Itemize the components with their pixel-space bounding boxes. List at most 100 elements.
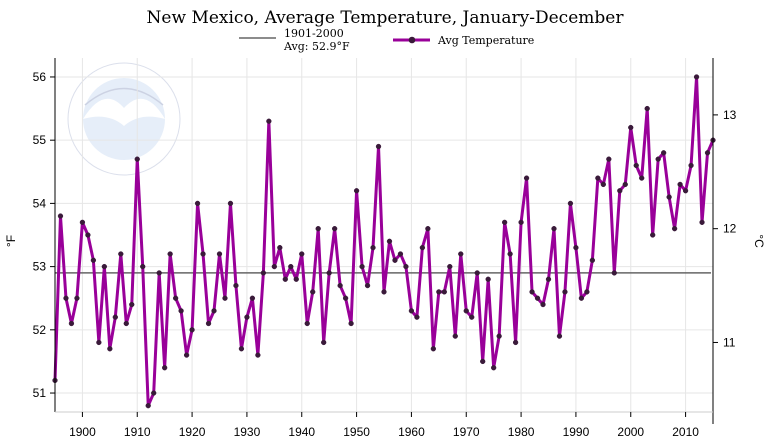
data-point <box>63 295 69 301</box>
data-point <box>578 295 585 301</box>
x-tick-label: 1900 <box>69 425 96 439</box>
y-right-tick-label: 11 <box>723 335 736 349</box>
y-axis-left-ticks: 51 52 53 54 55 56 <box>33 70 55 400</box>
data-point <box>189 327 195 333</box>
data-point <box>299 251 305 257</box>
data-point <box>282 276 288 282</box>
data-point <box>260 270 267 276</box>
data-point <box>178 308 184 314</box>
data-point <box>501 219 508 226</box>
data-point <box>238 346 245 352</box>
data-point <box>326 270 332 276</box>
data-point <box>693 74 700 80</box>
data-point <box>271 263 277 270</box>
x-tick-label: 1960 <box>398 425 425 439</box>
x-tick-label: 1910 <box>124 425 151 439</box>
x-tick-label: 1970 <box>453 425 480 439</box>
data-point <box>205 320 212 327</box>
axes <box>54 58 714 424</box>
legend-series-marker <box>408 36 416 44</box>
data-point <box>661 150 667 156</box>
x-axis-ticks: 1900 1910 1920 1930 1940 1950 1960 1970 1980 1990… <box>69 412 699 439</box>
data-point <box>452 333 458 339</box>
x-tick-label: 1930 <box>234 425 261 439</box>
data-point <box>447 263 453 270</box>
data-point <box>57 213 64 219</box>
data-point <box>589 257 596 263</box>
data-point <box>556 333 563 339</box>
data-point <box>342 295 349 301</box>
data-point <box>332 226 338 232</box>
data-point <box>397 251 404 257</box>
noaa-logo-watermark <box>67 62 181 176</box>
data-point <box>551 226 557 232</box>
y-left-tick-label: 52 <box>33 323 47 337</box>
data-point <box>364 282 371 289</box>
data-point <box>639 175 645 181</box>
data-point <box>611 270 617 276</box>
data-point <box>655 156 661 162</box>
data-point <box>337 282 343 289</box>
data-point <box>573 244 579 251</box>
data-point <box>485 276 491 282</box>
data-point <box>512 339 519 346</box>
data-point <box>101 263 107 270</box>
data-point <box>534 295 541 301</box>
series-layer <box>52 74 716 409</box>
data-point <box>474 270 480 276</box>
data-point <box>644 105 650 112</box>
data-point <box>140 263 146 270</box>
data-point <box>419 244 426 251</box>
legend-baseline-label-line2: Avg: 52.9°F <box>283 40 350 53</box>
data-point <box>315 226 321 232</box>
data-point <box>255 352 261 358</box>
data-point <box>90 257 97 263</box>
data-point <box>222 295 228 301</box>
data-point <box>458 251 464 257</box>
y-left-tick-label: 51 <box>33 386 47 400</box>
data-point <box>491 365 497 371</box>
data-point <box>523 175 530 181</box>
data-point <box>392 257 398 263</box>
data-point <box>622 181 628 188</box>
data-point <box>381 289 387 295</box>
data-point <box>233 282 239 289</box>
data-point <box>151 390 157 396</box>
data-point <box>507 251 513 257</box>
y-right-tick-label: 12 <box>723 222 737 236</box>
data-point <box>112 314 118 320</box>
data-point <box>688 162 694 169</box>
data-point <box>617 188 623 194</box>
data-point <box>606 156 612 162</box>
data-point <box>293 276 299 282</box>
x-tick-label: 1920 <box>179 425 206 439</box>
y-axis-right-ticks: 11 12 13 <box>713 108 737 349</box>
data-point <box>425 226 431 232</box>
y-left-tick-label: 56 <box>33 70 47 84</box>
y-left-tick-label: 54 <box>33 196 47 210</box>
data-point <box>216 251 223 257</box>
data-point <box>682 188 689 194</box>
data-point <box>107 346 113 352</box>
data-point <box>496 333 502 339</box>
data-point <box>414 314 420 320</box>
x-tick-label: 1940 <box>288 425 315 439</box>
data-point <box>156 270 162 276</box>
data-point <box>211 308 217 314</box>
data-point <box>79 219 86 226</box>
data-point <box>562 289 568 295</box>
legend-baseline-label-line1: 1901-2000 <box>284 27 344 40</box>
data-point <box>403 263 409 270</box>
data-point <box>321 339 327 346</box>
data-point <box>200 251 206 257</box>
data-point <box>633 162 639 169</box>
data-point <box>518 219 524 226</box>
y-left-tick-label: 55 <box>33 133 47 147</box>
data-point <box>162 365 168 371</box>
data-point <box>244 314 250 320</box>
data-point <box>288 263 294 270</box>
data-point <box>671 226 678 232</box>
data-point <box>436 289 442 295</box>
y-right-tick-label: 13 <box>723 108 737 122</box>
data-point <box>595 175 601 181</box>
